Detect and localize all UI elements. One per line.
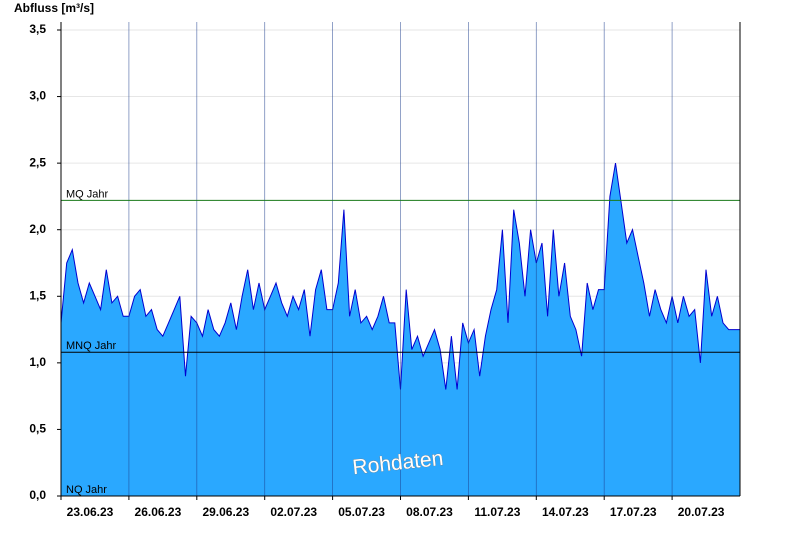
area — [61, 163, 740, 496]
x-tick-label: 20.07.23 — [678, 505, 725, 519]
reference-label: MQ Jahr — [66, 188, 109, 200]
y-tick-label: 1,5 — [29, 288, 46, 302]
y-tick-label: 2,0 — [29, 222, 46, 236]
y-tick-label: 1,0 — [29, 355, 46, 369]
reference-label: NQ Jahr — [66, 484, 107, 496]
y-axis-label: Abfluss [m³/s] — [14, 1, 94, 15]
y-tick-label: 3,0 — [29, 89, 46, 103]
y-tick-label: 3,5 — [29, 22, 46, 36]
y-tick-label: 0,5 — [29, 422, 46, 436]
x-tick-label: 08.07.23 — [406, 505, 453, 519]
x-tick-label: 26.06.23 — [135, 505, 182, 519]
y-tick-label: 2,5 — [29, 155, 46, 169]
x-tick-label: 14.07.23 — [542, 505, 589, 519]
x-tick-label: 05.07.23 — [338, 505, 385, 519]
x-tick-label: 02.07.23 — [270, 505, 317, 519]
x-tick-label: 29.06.23 — [202, 505, 249, 519]
reference-label: MNQ Jahr — [66, 340, 116, 352]
x-tick-label: 17.07.23 — [610, 505, 657, 519]
y-tick-label: 0,0 — [29, 488, 46, 502]
x-tick-label: 23.06.23 — [67, 505, 114, 519]
x-tick-label: 11.07.23 — [474, 505, 520, 519]
